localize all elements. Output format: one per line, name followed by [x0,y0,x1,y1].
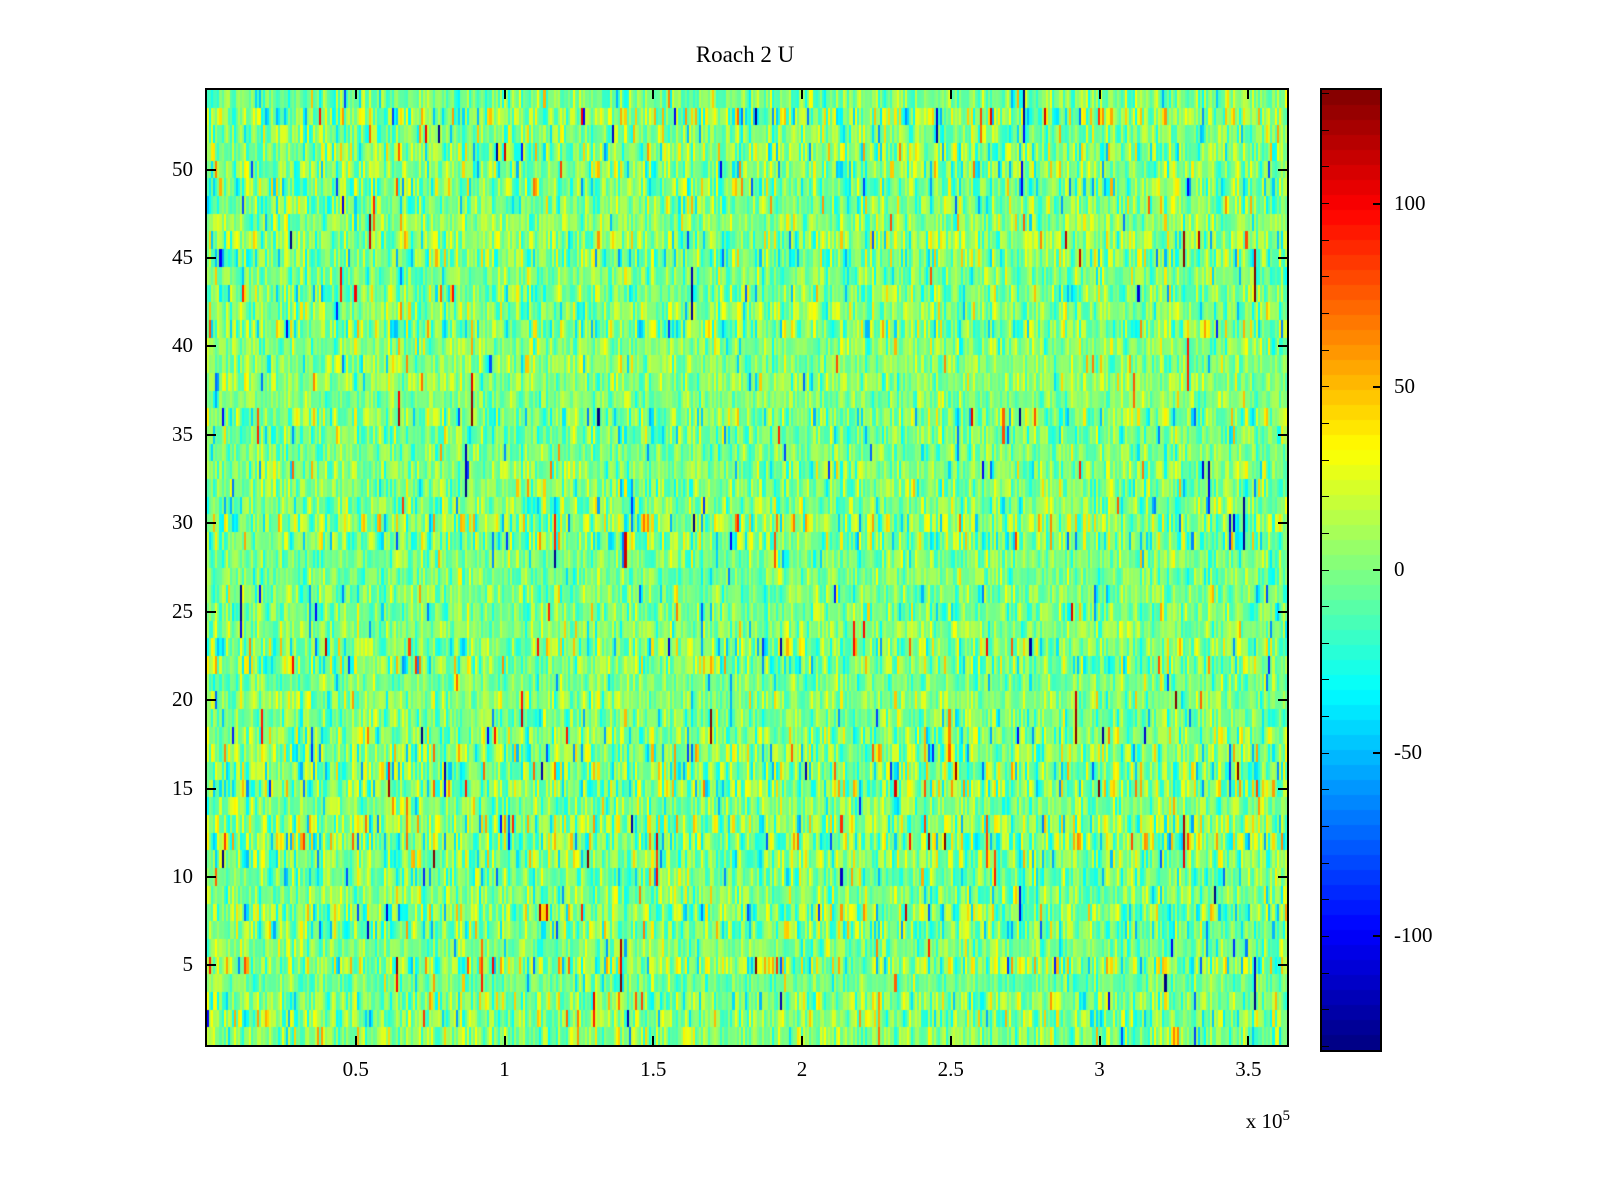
chart-title: Roach 2 U [695,42,795,67]
colorbar-minor-tick-mark [1322,93,1329,95]
colorbar-minor-tick-mark [1322,239,1329,241]
y-tick-label: 20 [172,687,193,712]
x-tick-mark [1247,1036,1250,1045]
y-tick-mark [1278,699,1287,702]
x-axis-multiplier-exponent: 5 [1282,1108,1291,1124]
colorbar-minor-tick-mark [1322,569,1329,571]
colorbar-minor-tick-mark [1322,532,1329,534]
x-tick-mark [503,90,506,99]
y-tick-mark [1278,522,1287,525]
y-tick-label: 25 [172,598,193,623]
colorbar-minor-tick-mark [1322,313,1329,314]
x-tick-mark [801,1036,804,1045]
y-tick-mark [207,522,216,525]
x-tick-mark [652,90,655,99]
x-tick-label: 0.5 [342,1057,369,1081]
y-tick-mark [207,168,216,171]
x-axis-multiplier-base: x 10 [1245,1109,1283,1133]
x-tick-label: 3.5 [1235,1057,1262,1081]
colorbar-minor-tick-mark [1322,459,1329,461]
colorbar-minor-tick-mark [1322,825,1329,827]
colorbar-minor-tick-mark [1322,166,1329,168]
colorbar-minor-tick-mark [1322,496,1329,498]
colorbar-minor-tick-mark [1322,203,1329,205]
colorbar-minor-tick-mark [1322,789,1329,791]
x-axis-multiplier: x 105 [1140,1108,1290,1134]
y-tick-mark [1278,345,1287,348]
x-tick-mark [503,1036,506,1045]
colorbar-tick-mark [1373,935,1380,938]
heatmap-canvas [207,90,1287,1045]
x-tick-mark [652,1036,655,1045]
colorbar-minor-tick-mark [1322,862,1329,864]
colorbar [1320,88,1382,1052]
y-tick-mark [207,699,216,702]
y-tick-mark [207,964,216,967]
x-tick-label: 1 [499,1057,510,1081]
colorbar-minor-tick-mark [1322,606,1329,608]
colorbar-minor-tick-mark [1322,935,1329,937]
x-tick-mark [1098,90,1101,99]
y-tick-label: 10 [172,863,193,888]
y-tick-label: 30 [172,510,193,535]
colorbar-tick-mark [1373,202,1380,205]
colorbar-minor-tick-mark [1322,899,1329,901]
x-tick-label: 3 [1094,1057,1105,1081]
colorbar-tick-label: 100 [1394,190,1426,215]
y-tick-mark [1278,257,1287,259]
colorbar-minor-tick-mark [1322,716,1329,718]
colorbar-minor-tick-mark [1322,386,1329,388]
colorbar-minor-tick-mark [1322,752,1329,754]
y-tick-mark [207,787,216,790]
x-tick-label: 1.5 [640,1057,667,1081]
y-tick-mark [207,345,216,348]
colorbar-minor-tick-mark [1322,642,1329,644]
colorbar-tick-mark [1373,385,1380,388]
y-tick-mark [207,875,216,878]
x-tick-mark [1098,1036,1101,1045]
colorbar-minor-tick-mark [1322,1045,1329,1047]
y-tick-mark [207,610,216,613]
y-tick-mark [1278,787,1287,790]
colorbar-minor-tick-mark [1322,276,1329,278]
colorbar-minor-tick-mark [1322,129,1329,131]
x-tick-label: 2 [796,1057,808,1081]
x-tick-mark [949,1036,952,1045]
colorbar-tick-label: 0 [1394,557,1405,581]
y-tick-label: 5 [182,952,194,977]
x-tick-mark [354,1036,357,1045]
y-tick-mark [1278,875,1287,878]
x-tick-mark [1247,90,1250,99]
colorbar-tick-label: -100 [1394,923,1433,948]
y-tick-mark [1278,964,1287,967]
y-tick-label: 40 [172,333,193,358]
colorbar-tick-label: -50 [1394,740,1422,765]
colorbar-tick-mark [1373,569,1380,571]
x-tick-label: 2.5 [937,1057,964,1081]
colorbar-minor-tick-mark [1322,422,1329,424]
x-tick-mark [801,90,804,99]
colorbar-minor-tick-mark [1322,679,1329,681]
colorbar-minor-tick-mark [1322,349,1329,351]
x-tick-mark [354,90,357,99]
y-tick-label: 35 [172,421,193,446]
colorbar-canvas [1322,90,1380,1050]
colorbar-minor-tick-mark [1322,1009,1329,1011]
y-tick-label: 50 [172,156,193,181]
plot-area [205,88,1289,1047]
y-tick-label: 45 [172,245,193,269]
y-tick-mark [1278,168,1287,171]
colorbar-tick-mark [1373,752,1380,755]
y-tick-mark [207,433,216,436]
x-tick-mark [949,90,952,99]
colorbar-tick-label: 50 [1394,373,1415,398]
colorbar-minor-tick-mark [1322,972,1329,974]
y-tick-mark [207,257,216,259]
y-tick-mark [1278,433,1287,436]
y-tick-label: 15 [172,775,193,800]
y-tick-mark [1278,610,1287,613]
